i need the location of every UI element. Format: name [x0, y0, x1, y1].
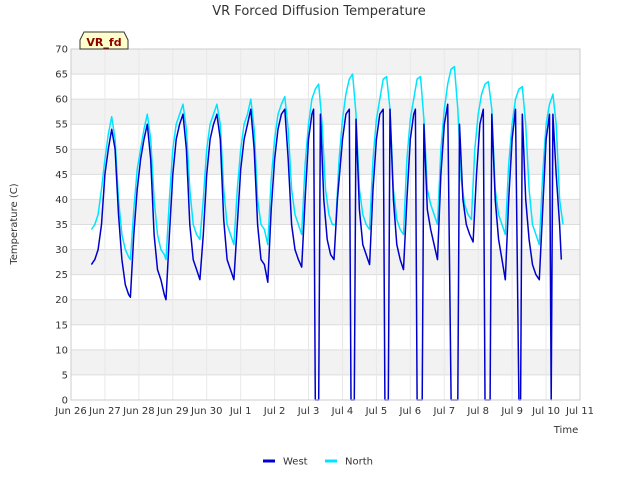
y-tick-label: 35: [55, 220, 68, 231]
axes: [70, 48, 581, 401]
x-tick-label: Jul 1: [229, 406, 252, 417]
y-tick-label: 70: [55, 45, 68, 56]
y-tick-label: 45: [55, 170, 68, 181]
band: [71, 49, 580, 75]
x-tick-label: Jun 27: [88, 406, 121, 417]
x-tick-label: Jul 2: [263, 406, 286, 417]
x-tick-label: Jul 7: [432, 406, 455, 417]
badge: VR_fd: [79, 31, 129, 50]
y-tick-label: 65: [55, 70, 68, 81]
x-tick-label: Jun 30: [190, 406, 223, 417]
legend: West North: [263, 457, 373, 468]
x-tick-label: Jun 28: [122, 406, 155, 417]
x-tick-label: Jul 8: [466, 406, 489, 417]
x-tick-labels: Jun 26 Jun 27 Jun 28 Jun 29 Jun 30 Jul 1 Jul 2…: [54, 406, 594, 417]
x-tick-label: Jul 4: [331, 406, 354, 417]
x-axis-label: Time: [553, 425, 578, 436]
chart-title: VR Forced Diffusion Temperature: [212, 4, 426, 19]
band: [71, 349, 580, 375]
band: [71, 299, 580, 325]
y-tick-label: 50: [55, 145, 68, 156]
x-tick-label: Jun 29: [156, 406, 189, 417]
legend-label-north: North: [345, 457, 373, 468]
x-tick-label: Jul 10: [531, 406, 560, 417]
x-tick-label: Jul 5: [365, 406, 388, 417]
x-tick-label: Jun 26: [54, 406, 87, 417]
x-tick-label: Jul 3: [297, 406, 320, 417]
x-tick-label: Jul 11: [565, 406, 594, 417]
y-tick-label: 25: [55, 270, 68, 281]
series-line-north: [90, 65, 564, 261]
y-tick-label: 15: [55, 320, 68, 331]
y-tick-label: 20: [55, 295, 68, 306]
badge-shape: [79, 31, 129, 50]
band: [71, 99, 580, 125]
y-tick-label: 5: [62, 370, 68, 381]
y-tick-labels: 0 5 10 15 20 25 30 35 40 45 50 55 60 65 70: [55, 45, 68, 407]
y-tick-label: 60: [55, 95, 68, 106]
y-tick-label: 55: [55, 120, 68, 131]
y-tick-label: 0: [62, 396, 68, 407]
band: [71, 149, 580, 175]
y-axis-label: Temperature (C): [9, 183, 20, 265]
y-tick-label: 10: [55, 345, 68, 356]
x-tick-label: Jul 6: [399, 406, 422, 417]
y-tick-label: 40: [55, 195, 68, 206]
x-tick-label: Jul 9: [500, 406, 523, 417]
badge-label: VR_fd: [86, 36, 121, 49]
y-tick-label: 30: [55, 245, 68, 256]
plot-frame: [70, 48, 581, 401]
legend-label-west: West: [283, 457, 308, 468]
